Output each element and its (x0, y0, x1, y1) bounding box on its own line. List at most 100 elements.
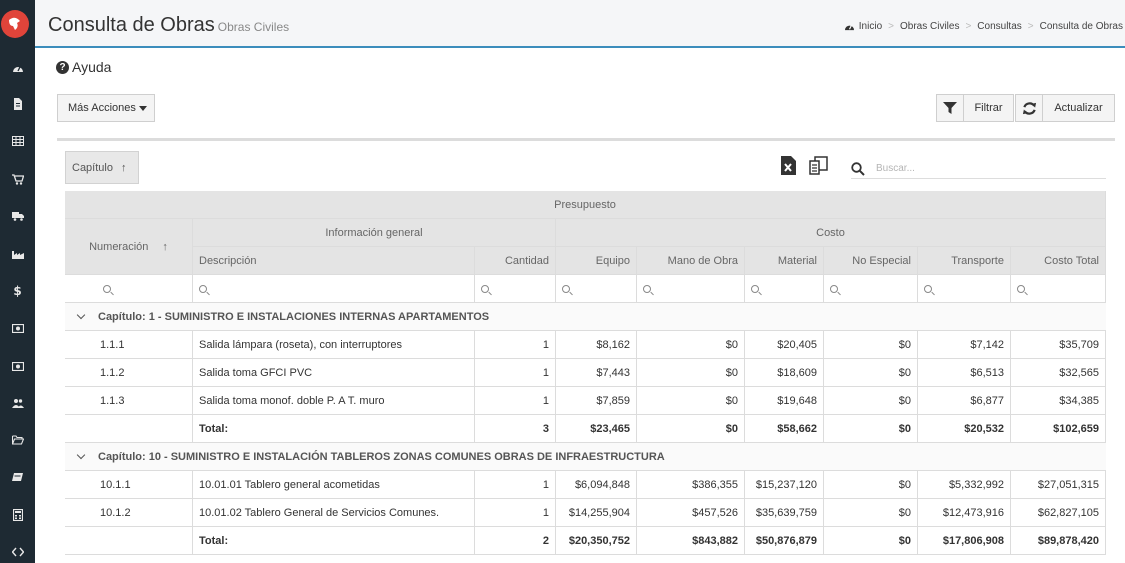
search-icon (643, 284, 651, 293)
cell-cantidad: 1 (475, 359, 556, 387)
cell-material: $15,237,120 (745, 471, 824, 499)
col-header-descripcion[interactable]: Descripción (193, 247, 475, 275)
breadcrumb-item[interactable]: Obras Civiles (899, 21, 960, 32)
col-header-cantidad[interactable]: Cantidad (475, 247, 556, 275)
filter-button[interactable]: Filtrar (963, 94, 1014, 122)
filter-cell-transporte[interactable] (918, 275, 1011, 303)
col-header-equipo[interactable]: Equipo (556, 247, 637, 275)
filter-cell-equipo[interactable] (556, 275, 637, 303)
col-header-no-especial[interactable]: No Especial (824, 247, 918, 275)
filter-cell-mano-de-obra[interactable] (637, 275, 745, 303)
filter-label: Filtrar (974, 102, 1003, 114)
col-header-mano-de-obra[interactable]: Mano de Obra (637, 247, 745, 275)
cart-icon[interactable] (0, 168, 35, 190)
table-row[interactable]: 1.1.1 Salida lámpara (roseta), con inter… (65, 331, 1106, 359)
more-actions-button[interactable]: Más Acciones (57, 94, 155, 122)
chevron-down-icon[interactable] (76, 450, 86, 460)
total-costo-total: $89,878,420 (1011, 527, 1106, 555)
cell-empty (65, 415, 193, 443)
refresh-icon (1022, 101, 1036, 115)
band-informacion-general: Información general (193, 219, 556, 247)
group-row[interactable]: Capítulo: 10 - SUMINISTRO E INSTALACIÓN … (65, 443, 1106, 471)
column-chooser-icon[interactable] (809, 156, 829, 180)
filter-cell-cantidad[interactable] (475, 275, 556, 303)
sort-asc-icon: ↑ (120, 161, 127, 174)
money-icon[interactable] (0, 317, 35, 339)
chevron-down-icon[interactable] (76, 310, 86, 320)
cell-transporte: $6,877 (918, 387, 1011, 415)
total-transporte: $20,532 (918, 415, 1011, 443)
book-icon[interactable] (0, 467, 35, 489)
total-cantidad: 3 (475, 415, 556, 443)
dollar-icon[interactable]: $ (13, 284, 22, 298)
filter-cell-costo-total[interactable] (1011, 275, 1106, 303)
sidebar: $ (0, 0, 35, 563)
cell-numeracion: 1.1.2 (65, 359, 193, 387)
cell-material: $19,648 (745, 387, 824, 415)
cell-material: $20,405 (745, 331, 824, 359)
dashboard-icon[interactable] (0, 57, 35, 79)
industry-icon[interactable] (0, 243, 35, 265)
col-header-transporte[interactable]: Transporte (918, 247, 1011, 275)
table-row[interactable]: 10.1.2 10.01.02 Tablero General de Servi… (65, 499, 1106, 527)
cell-material: $18,609 (745, 359, 824, 387)
filter-cell-numeracion[interactable] (65, 275, 193, 303)
refresh-icon-button[interactable] (1015, 94, 1043, 122)
total-mano-de-obra: $843,882 (637, 527, 745, 555)
truck-icon[interactable] (0, 205, 35, 227)
breadcrumb-item[interactable]: Consultas (977, 21, 1022, 32)
table-row[interactable]: 1.1.2 Salida toma GFCI PVC 1 $7,443 $0 $… (65, 359, 1106, 387)
help-link[interactable]: ? Ayuda (56, 59, 111, 75)
total-equipo: $20,350,752 (556, 527, 637, 555)
document-icon[interactable] (0, 93, 35, 115)
page-header: Consulta de Obras Obras Civiles Inicio > O… (35, 0, 1125, 48)
cell-descripcion: Salida lámpara (roseta), con interruptor… (193, 331, 475, 359)
code-icon[interactable] (0, 541, 35, 563)
cell-mano-de-obra: $386,355 (637, 471, 745, 499)
money-icon-2[interactable] (0, 355, 35, 377)
filter-cell-no-especial[interactable] (824, 275, 918, 303)
users-icon[interactable] (0, 392, 35, 414)
col-header-material[interactable]: Material (745, 247, 824, 275)
search-input[interactable] (876, 163, 1076, 174)
header-row-presupuesto: Presupuesto (65, 191, 1106, 219)
excel-export-icon[interactable] (781, 156, 796, 180)
table-row[interactable]: 1.1.3 Salida toma monof. doble P. A T. m… (65, 387, 1106, 415)
filter-cell-material[interactable] (745, 275, 824, 303)
app-logo[interactable] (1, 10, 29, 38)
cell-cantidad: 1 (475, 499, 556, 527)
dashboard-icon (844, 25, 854, 31)
col-header-numeracion-label: Numeración (89, 240, 149, 253)
group-panel-chip[interactable]: Capítulo ↑ (65, 151, 139, 184)
cell-equipo: $7,859 (556, 387, 637, 415)
cell-material: $35,639,759 (745, 499, 824, 527)
search-icon (851, 161, 865, 176)
header-row-bands: Numeración ↑ Información general Costo (65, 219, 1106, 275)
search-icon (103, 284, 111, 293)
band-costo: Costo (556, 219, 1106, 247)
total-no-especial: $0 (824, 415, 918, 443)
cell-cantidad: 1 (475, 471, 556, 499)
calculator-icon[interactable] (0, 504, 35, 526)
col-header-costo-total[interactable]: Costo Total (1011, 247, 1106, 275)
more-actions-label: Más Acciones (68, 102, 136, 114)
folder-open-icon[interactable] (0, 429, 35, 451)
filter-icon-button[interactable] (936, 94, 964, 122)
breadcrumb-item[interactable]: Inicio (858, 21, 883, 32)
total-no-especial: $0 (824, 527, 918, 555)
filter-icon (943, 102, 957, 114)
filter-cell-descripcion[interactable] (193, 275, 475, 303)
cell-cantidad: 1 (475, 331, 556, 359)
breadcrumb-item-current: Consulta de Obras (1039, 21, 1123, 32)
refresh-button[interactable]: Actualizar (1042, 94, 1115, 122)
total-transporte: $17,806,908 (918, 527, 1011, 555)
search-icon (199, 284, 207, 293)
group-total-row: Total: 3 $23,465 $0 $58,662 $0 $20,532 $… (65, 415, 1106, 443)
cell-mano-de-obra: $0 (637, 359, 745, 387)
table-icon[interactable] (0, 130, 35, 152)
cell-descripcion: Salida toma GFCI PVC (193, 359, 475, 387)
filter-row (65, 275, 1106, 303)
col-header-numeracion[interactable]: Numeración ↑ (65, 219, 193, 275)
table-row[interactable]: 10.1.1 10.01.01 Tablero general acometid… (65, 471, 1106, 499)
group-row[interactable]: Capítulo: 1 - SUMINISTRO E INSTALACIONES… (65, 303, 1106, 331)
